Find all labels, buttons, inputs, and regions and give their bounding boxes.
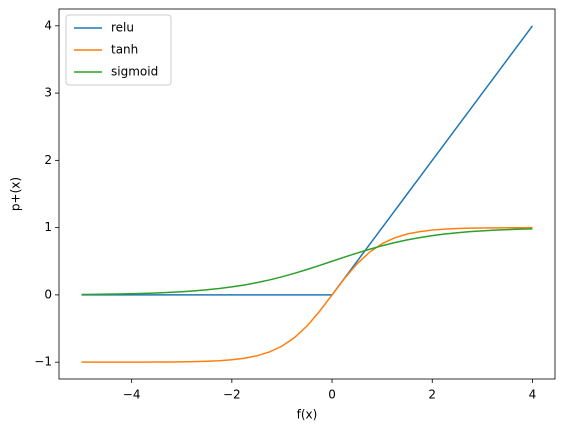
x-axis-label: f(x): [297, 408, 318, 422]
y-tick-label: 1: [44, 220, 52, 234]
x-tick-label: 4: [529, 388, 537, 402]
legend-label: tanh: [111, 43, 138, 57]
y-tick-label: 4: [44, 18, 52, 32]
y-tick-label: 0: [44, 287, 52, 301]
y-axis-label: p+(x): [9, 177, 23, 211]
y-tick-label: 3: [44, 86, 52, 100]
legend-box: [65, 14, 172, 86]
line-1: [81, 226, 533, 363]
legend-label: sigmoid: [111, 65, 158, 79]
line-0: [81, 25, 534, 296]
x-tick-label: −2: [223, 388, 241, 402]
x-tick-label: −4: [123, 388, 141, 402]
line-2: [81, 228, 533, 296]
y-tick-label: −1: [34, 355, 52, 369]
legend-label: relu: [111, 21, 134, 35]
plot-frame: [58, 8, 556, 380]
x-tick-label: 0: [328, 388, 336, 402]
x-tick-label: 2: [428, 388, 436, 402]
y-tick-label: 2: [44, 153, 52, 167]
